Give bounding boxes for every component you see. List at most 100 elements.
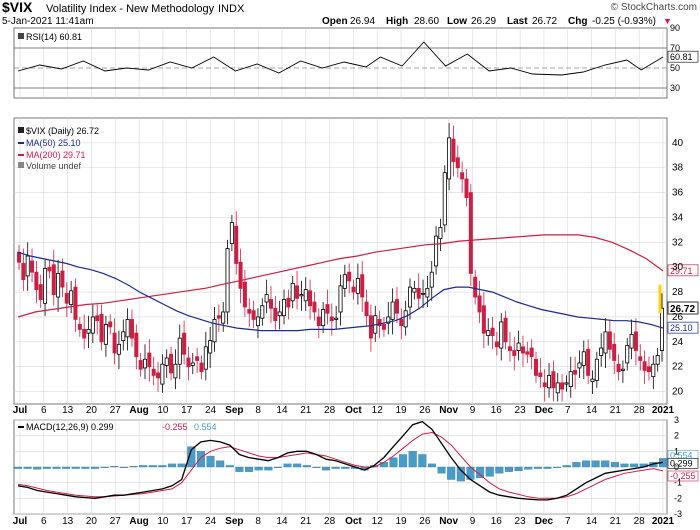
macd-last-label: 0.554	[670, 450, 693, 460]
candle-body	[151, 368, 156, 376]
candle-body	[573, 370, 578, 375]
macd-histogram-bar	[235, 466, 244, 472]
macd-histogram-bar	[42, 466, 51, 469]
candle-body	[338, 285, 343, 313]
candle-body	[190, 362, 195, 366]
macd-histogram-bar	[331, 466, 340, 469]
x-tick-label: 21	[300, 405, 312, 416]
candle-body	[434, 235, 439, 267]
candle-body	[486, 330, 491, 337]
macd-x-tick-label: 27	[110, 516, 122, 527]
ma50-badge	[667, 321, 699, 334]
candle-body	[386, 316, 391, 324]
candle-body	[47, 266, 52, 272]
rsi-tick-label: 50	[670, 63, 680, 73]
macd-histogram-bar	[148, 465, 157, 468]
candle-body	[82, 328, 87, 339]
candle-body	[86, 328, 91, 334]
candle-body	[173, 363, 178, 379]
candle-body	[216, 315, 221, 319]
macd-histogram-bar	[216, 460, 225, 468]
candle-body	[221, 311, 226, 324]
candle-body	[538, 372, 543, 378]
down-arrow-icon: ▼	[663, 16, 672, 26]
candle-body	[203, 346, 208, 370]
macd-x-tick-label: 14	[586, 516, 598, 527]
candle-body	[277, 311, 282, 317]
candle-body	[238, 261, 243, 289]
x-tick-label: 28	[634, 405, 646, 416]
x-tick-label: 9	[470, 405, 476, 416]
candle-body	[121, 331, 126, 341]
candle-body	[473, 276, 478, 298]
candle-body	[451, 138, 456, 162]
macd-x-tick-label: 26	[419, 516, 431, 527]
macd-histogram-bar	[52, 466, 61, 469]
legend-ma200: MA(200) 29.71	[26, 150, 86, 160]
x-tick-label: 8	[255, 405, 261, 416]
candle-body	[169, 353, 174, 374]
macd-histogram-bar	[177, 463, 186, 468]
macd-histogram-bar	[399, 454, 408, 468]
macd-histogram-bar	[553, 466, 562, 468]
open-value: 26.94	[350, 16, 375, 27]
macd-x-tick-label: 8	[255, 516, 261, 527]
macd-x-tick-label: Aug	[129, 516, 148, 527]
x-tick-label: 19	[395, 405, 407, 416]
candle-body	[299, 294, 304, 297]
macd-x-tick-label: 21	[610, 516, 622, 527]
candle-body	[108, 321, 113, 328]
macd-tick-label: -2	[674, 493, 682, 503]
macd-histogram-bar	[273, 466, 282, 468]
macd-histogram-bar	[495, 466, 504, 474]
legend-hist: 0.554	[194, 422, 217, 432]
price-legend: $VIX (Daily) 26.72 MA(50) 25.10 MA(200) …	[18, 126, 99, 171]
rsi-tick-label: 70	[670, 43, 680, 53]
price-tick-label: 38	[672, 163, 684, 174]
macd-x-tick-label: 13	[62, 516, 74, 527]
candle-body	[334, 317, 339, 320]
macd-last-label: 0.299	[670, 458, 693, 468]
x-tick-label: Oct	[345, 405, 362, 416]
legend-price-icon	[18, 127, 24, 133]
macd-x-tick-label: 21	[300, 516, 312, 527]
macd-histogram-bar	[389, 457, 398, 468]
x-tick-label: 28	[324, 405, 336, 416]
candle-body	[555, 382, 560, 394]
rsi-tick-label: 90	[670, 23, 680, 33]
candle-body	[303, 289, 308, 302]
macd-x-tick-label: Nov	[439, 516, 458, 527]
macd-tick-label: -3	[674, 509, 682, 519]
macd-histogram-bar	[341, 466, 350, 469]
macd-x-tick-label: Sep	[225, 516, 243, 527]
x-tick-label: Jul	[13, 405, 28, 416]
candle-body	[542, 382, 547, 387]
candle-body	[633, 331, 638, 351]
candle-body	[229, 222, 234, 244]
rsi-tick-label: 30	[670, 83, 680, 93]
macd-histogram-bar	[293, 463, 302, 468]
candle-body	[534, 358, 539, 376]
candle-body	[629, 333, 634, 349]
macd-tick-label: 2	[674, 431, 679, 441]
candle-body	[490, 327, 495, 337]
macd-x-tick-label: 7	[565, 516, 571, 527]
candle-body	[525, 351, 530, 355]
security-name: Volatility Index - New Methodology	[46, 3, 215, 15]
x-tick-label: 16	[491, 405, 503, 416]
candle-body	[590, 378, 595, 383]
macd-x-tick-label: 2021	[652, 516, 675, 527]
macd-x-tick-label: 28	[324, 516, 336, 527]
candle-body	[447, 137, 452, 180]
candle-body	[403, 310, 408, 328]
candle-body	[268, 299, 273, 309]
candle-body	[90, 316, 95, 334]
candle-body	[316, 316, 321, 327]
candle-body	[99, 314, 104, 343]
macd-histogram-bar	[206, 455, 215, 468]
candle-body	[464, 178, 469, 198]
macd-histogram-bar	[129, 466, 138, 468]
candle-body	[612, 343, 617, 361]
candle-body	[638, 356, 643, 361]
x-tick-label: 21	[610, 405, 622, 416]
